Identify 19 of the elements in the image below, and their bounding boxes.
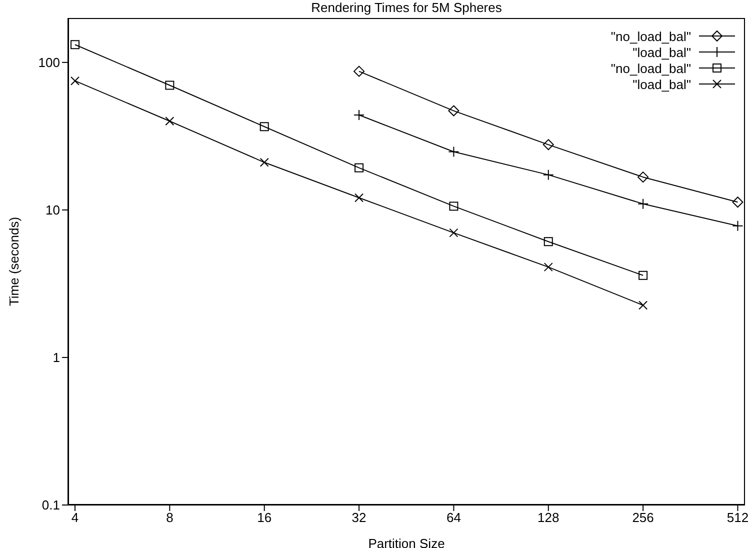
legend-label: "load_bal" [632, 44, 691, 60]
x-tick-label: 8 [166, 510, 174, 526]
chart-title: Rendering Times for 5M Spheres [310, 0, 503, 15]
x-axis-title: Partition Size [368, 536, 445, 548]
x-tick-label: 4 [71, 510, 79, 526]
x-tick-label: 32 [352, 510, 366, 526]
y-tick-label: 1 [52, 350, 60, 366]
y-tick-label: 100 [38, 55, 60, 70]
x-tick-label: 16 [257, 510, 272, 526]
y-tick-label: 0.1 [42, 498, 60, 513]
legend-label: "no_load_bal" [610, 60, 691, 76]
x-tick-label: 512 [726, 510, 749, 526]
x-tick-label: 256 [632, 510, 654, 526]
y-tick-label: 10 [46, 202, 60, 218]
x-tick-label: 128 [538, 510, 560, 526]
x-tick-label: 64 [446, 510, 461, 526]
y-axis-title: Time (seconds) [6, 216, 22, 306]
legend-label: "load_bal" [632, 76, 691, 92]
legend-label: "no_load_bal" [610, 28, 691, 44]
